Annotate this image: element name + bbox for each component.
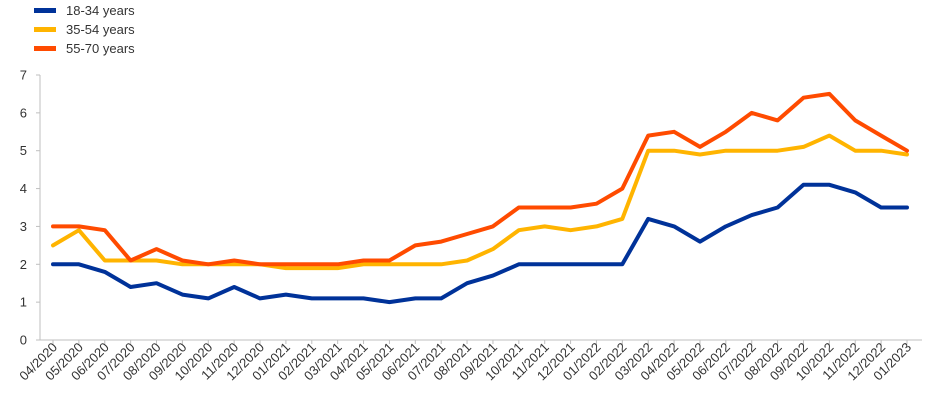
y-tick-label: 2 [20, 257, 27, 272]
y-tick-label: 7 [20, 68, 27, 83]
y-tick-label: 1 [20, 295, 27, 310]
series-line-0 [51, 182, 909, 305]
legend-item-18-34[interactable]: 18-34 years [34, 1, 135, 20]
series-line-2 [51, 91, 909, 267]
legend-swatch-35-54 [34, 27, 56, 32]
series-line-1 [51, 133, 909, 271]
legend-swatch-55-70 [34, 46, 56, 51]
legend-label-35-54: 35-54 years [66, 22, 135, 37]
y-tick-label: 3 [20, 219, 27, 234]
legend-label-55-70: 55-70 years [66, 41, 135, 56]
legend-item-35-54[interactable]: 35-54 years [34, 20, 135, 39]
y-tick-label: 0 [20, 333, 27, 348]
legend-swatch-18-34 [34, 8, 56, 13]
y-tick-label: 5 [20, 143, 27, 158]
y-tick-label: 6 [20, 105, 27, 120]
y-tick-label: 4 [20, 181, 27, 196]
legend-item-55-70[interactable]: 55-70 years [34, 39, 135, 58]
legend-label-18-34: 18-34 years [66, 3, 135, 18]
legend: 18-34 years 35-54 years 55-70 years [34, 1, 135, 58]
